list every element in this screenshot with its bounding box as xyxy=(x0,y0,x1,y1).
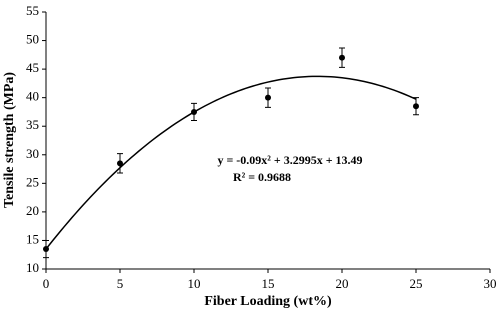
x-tick-label: 30 xyxy=(484,276,497,291)
y-tick-label: 25 xyxy=(26,174,39,189)
trend-equation: y = -0.09x² + 3.2995x + 13.49 xyxy=(217,153,362,167)
data-point xyxy=(413,103,419,110)
r-squared: R² = 0.9688 xyxy=(233,170,291,184)
x-tick-label: 10 xyxy=(188,276,201,291)
data-point xyxy=(265,94,271,101)
y-axis-title: Tensile strength (MPa) xyxy=(2,72,17,208)
data-point xyxy=(191,108,197,115)
y-tick-label: 55 xyxy=(26,3,39,18)
trendline xyxy=(45,75,417,250)
x-tick-label: 20 xyxy=(336,276,349,291)
x-tick-label: 25 xyxy=(410,276,423,291)
x-axis-title: Fiber Loading (wt%) xyxy=(204,294,332,309)
y-tick-label: 50 xyxy=(26,32,39,47)
data-point xyxy=(43,246,49,253)
y-tick-label: 40 xyxy=(26,89,39,104)
x-tick-label: 0 xyxy=(43,276,50,291)
data-point xyxy=(117,160,123,167)
y-tick-label: 45 xyxy=(26,60,39,75)
y-tick-label: 10 xyxy=(26,260,39,275)
x-tick-label: 15 xyxy=(262,276,275,291)
y-tick-label: 35 xyxy=(26,117,39,132)
data-point xyxy=(339,54,345,61)
y-tick-label: 15 xyxy=(26,231,39,246)
y-tick-label: 20 xyxy=(26,203,39,218)
y-tick-label: 30 xyxy=(26,146,39,161)
x-tick-label: 5 xyxy=(117,276,124,291)
